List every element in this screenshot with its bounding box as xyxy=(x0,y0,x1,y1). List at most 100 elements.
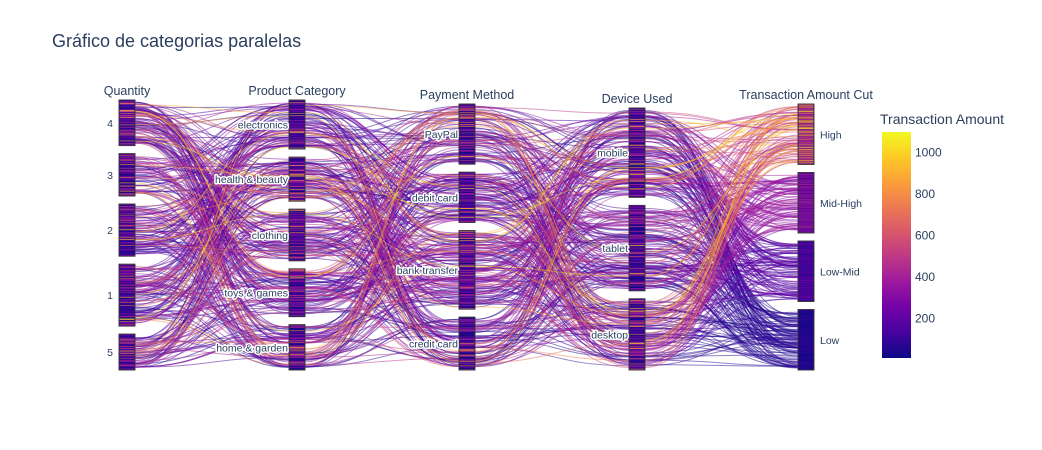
dimension-title[interactable]: Transaction Amount Cut xyxy=(739,88,873,102)
category-stripe xyxy=(119,313,135,315)
category-label[interactable]: PayPal xyxy=(423,128,459,143)
category-label[interactable]: Mid-High xyxy=(820,198,862,210)
ribbon-path[interactable] xyxy=(134,131,799,360)
category-label[interactable]: Low-Mid xyxy=(820,266,860,278)
ribbon-path[interactable] xyxy=(134,140,799,311)
category-label[interactable]: 4 xyxy=(107,118,113,130)
category-stripe xyxy=(798,367,814,368)
category-stripe xyxy=(289,367,305,368)
category-label[interactable]: electronics xyxy=(236,118,289,133)
category-label[interactable]: 2 xyxy=(107,225,113,237)
dimension-title[interactable]: Payment Method xyxy=(420,88,515,102)
category-stripe xyxy=(119,193,135,195)
category-stripe xyxy=(119,120,135,122)
category-stripe xyxy=(629,183,645,184)
category-stripe xyxy=(459,247,475,249)
category-label[interactable]: High xyxy=(820,129,842,141)
category-stripe xyxy=(119,117,135,118)
category-stripe xyxy=(289,347,305,348)
ribbon-path[interactable] xyxy=(134,126,799,355)
ribbon-path[interactable] xyxy=(134,116,799,350)
category-stripe xyxy=(798,105,814,106)
category-stripe xyxy=(798,249,814,251)
ribbon-path[interactable] xyxy=(134,150,799,302)
category-label[interactable]: mobile xyxy=(596,146,630,161)
category-stripe xyxy=(798,173,814,175)
ribbon-path[interactable] xyxy=(134,124,799,358)
category-stripe xyxy=(289,288,305,290)
category-label[interactable]: 3 xyxy=(107,170,113,182)
category-stripe xyxy=(629,302,645,304)
ribbon-path[interactable] xyxy=(134,161,799,313)
dimension-0[interactable]: Quantity 4 3 2 1 5 xyxy=(104,84,151,371)
ribbon-path[interactable] xyxy=(134,105,799,353)
category-stripe xyxy=(798,335,814,336)
category-stripe xyxy=(629,136,645,137)
dimension-title[interactable]: Product Category xyxy=(248,84,346,98)
category-label[interactable]: tablet xyxy=(601,242,630,257)
category-stripe xyxy=(798,197,814,199)
ribbon-path[interactable] xyxy=(134,145,799,368)
category-stripe xyxy=(798,110,814,111)
category-stripe xyxy=(119,105,135,107)
category-stripe xyxy=(289,283,305,285)
dimension-title[interactable]: Device Used xyxy=(602,92,673,106)
ribbon-path[interactable] xyxy=(134,145,799,317)
ribbon-path[interactable] xyxy=(134,114,799,367)
category-stripe xyxy=(459,152,475,154)
category-stripe xyxy=(629,129,645,130)
category-stripe xyxy=(629,312,645,314)
ribbon-path[interactable] xyxy=(134,110,799,291)
category-stripe xyxy=(289,356,305,358)
category-label[interactable]: health & beauty xyxy=(214,173,291,188)
dimension-1[interactable]: Product Category electronics health & beau… xyxy=(214,84,346,371)
category-stripe xyxy=(459,157,475,159)
category-stripe xyxy=(119,138,135,140)
dimension-4[interactable]: Transaction Amount Cut High Mid-High Low-Mi… xyxy=(739,88,873,371)
category-label[interactable]: Low xyxy=(820,335,840,347)
category-label[interactable]: toys & games xyxy=(223,286,290,301)
dimension-title[interactable]: Quantity xyxy=(104,84,151,98)
category-label[interactable]: credit card xyxy=(407,337,459,352)
ribbon-path[interactable] xyxy=(134,113,799,318)
category-label[interactable]: clothing xyxy=(250,229,289,244)
category-stripe xyxy=(798,256,814,257)
category-stripe xyxy=(798,265,814,267)
category-stripe xyxy=(119,352,135,353)
category-label[interactable]: 1 xyxy=(107,290,113,302)
category-stripe xyxy=(798,146,814,147)
category-stripe xyxy=(798,360,814,362)
category-stripe xyxy=(289,138,305,140)
ribbon-path[interactable] xyxy=(134,116,799,323)
category-stripe xyxy=(119,294,135,295)
category-stripe xyxy=(798,111,814,113)
category-label[interactable]: debit card xyxy=(410,191,459,206)
dimension-2[interactable]: Payment Method PayPal debit card bank trans… xyxy=(395,88,515,371)
category-stripe xyxy=(119,356,135,357)
ribbon-path[interactable] xyxy=(134,113,799,354)
category-label[interactable]: home & garden xyxy=(215,341,290,356)
category-stripe xyxy=(798,318,814,319)
category-stripe xyxy=(289,244,305,246)
category-stripe xyxy=(459,277,475,279)
category-label[interactable]: desktop xyxy=(590,328,630,343)
ribbon-path[interactable] xyxy=(134,134,799,263)
category-label[interactable]: 5 xyxy=(107,347,113,359)
category-stripe xyxy=(629,366,645,367)
category-stripe xyxy=(289,112,305,113)
category-stripe xyxy=(459,305,475,307)
ribbon-path[interactable] xyxy=(134,159,799,359)
category-stripe xyxy=(289,335,305,337)
ribbon-path[interactable] xyxy=(134,125,799,341)
category-stripe xyxy=(459,123,475,124)
dimension-3[interactable]: Device Used mobile tablet desktop xyxy=(590,92,673,371)
category-stripe xyxy=(289,238,305,240)
category-stripe xyxy=(798,203,814,205)
ribbon-path[interactable] xyxy=(134,118,799,334)
category-stripe xyxy=(459,200,475,201)
category-stripe xyxy=(459,237,475,238)
ribbon-path[interactable] xyxy=(134,221,799,357)
category-stripe xyxy=(629,209,645,210)
category-label[interactable]: bank transfer xyxy=(395,263,460,278)
